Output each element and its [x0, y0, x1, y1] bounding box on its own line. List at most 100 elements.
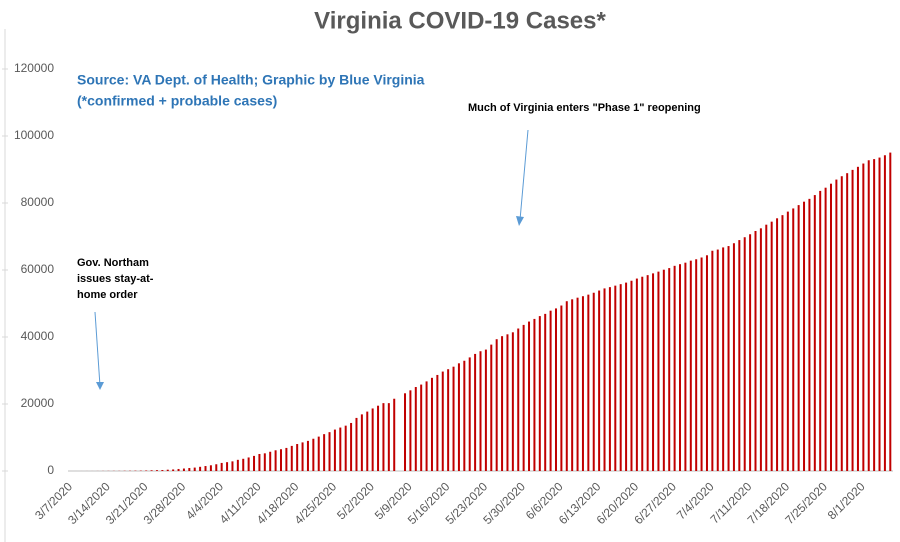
bar	[776, 218, 779, 471]
bar	[738, 240, 741, 471]
arrow	[94, 311, 101, 387]
bar	[533, 318, 536, 471]
bar	[182, 468, 185, 471]
bar	[506, 334, 509, 471]
bar	[571, 299, 574, 471]
bar	[145, 470, 148, 471]
bar	[829, 183, 832, 471]
bar	[371, 408, 374, 471]
bar	[226, 462, 229, 471]
bar	[695, 259, 698, 471]
y-tick-label: 80000	[21, 195, 55, 209]
bar	[360, 414, 363, 471]
bar	[587, 294, 590, 471]
bar	[614, 285, 617, 471]
bar	[382, 403, 385, 471]
bar	[177, 468, 180, 471]
bar	[635, 278, 638, 471]
bar	[306, 440, 309, 471]
bar	[711, 250, 714, 471]
y-tick-label: 100000	[14, 128, 54, 142]
bar	[630, 280, 633, 471]
bar	[878, 157, 881, 471]
bar	[328, 432, 331, 471]
bar	[355, 417, 358, 471]
bar	[263, 453, 266, 471]
y-tick-label: 120000	[14, 61, 54, 75]
bar	[554, 308, 557, 471]
bar	[679, 264, 682, 471]
bar	[673, 265, 676, 471]
bar	[652, 273, 655, 471]
bar	[247, 457, 250, 471]
bar	[242, 458, 245, 471]
bar	[490, 344, 493, 471]
bar	[253, 455, 256, 471]
bar	[803, 201, 806, 471]
bar	[641, 276, 644, 471]
bar	[474, 353, 477, 471]
source-note: (*confirmed + probable cases)	[77, 93, 277, 109]
bar	[598, 290, 601, 471]
bar	[538, 316, 541, 471]
chart-title: Virginia COVID-19 Cases*	[314, 7, 606, 34]
bar	[231, 461, 234, 471]
bar	[517, 328, 520, 471]
y-tick-label: 40000	[21, 329, 55, 343]
bar	[366, 411, 369, 471]
bar	[781, 215, 784, 471]
bar	[684, 262, 687, 471]
bar	[625, 282, 628, 471]
source-note: Source: VA Dept. of Health; Graphic by B…	[77, 72, 425, 88]
bar	[668, 268, 671, 471]
bar	[172, 469, 175, 471]
bar	[689, 260, 692, 471]
bar	[166, 469, 169, 471]
bar	[350, 422, 353, 471]
bar	[269, 451, 272, 471]
bar	[420, 384, 423, 471]
bar	[646, 275, 649, 471]
bar	[765, 224, 768, 471]
bar	[732, 243, 735, 471]
bar	[404, 393, 407, 471]
bar	[754, 230, 757, 471]
annotation: home order	[77, 289, 138, 301]
bar	[544, 313, 547, 471]
bar	[204, 466, 207, 471]
bar	[155, 470, 158, 471]
bar	[549, 310, 552, 471]
bar	[409, 390, 412, 471]
bar	[581, 296, 584, 471]
annotation: issues stay-at-	[77, 273, 154, 285]
bar	[792, 208, 795, 471]
bar	[603, 288, 606, 471]
bar	[452, 366, 455, 471]
bar	[786, 211, 789, 471]
bar	[447, 369, 450, 471]
bar	[608, 287, 611, 471]
bar	[414, 387, 417, 471]
bar	[835, 179, 838, 471]
bar	[290, 445, 293, 471]
bar	[150, 470, 153, 471]
bar	[344, 425, 347, 471]
bar	[867, 160, 870, 471]
bar	[387, 403, 390, 471]
bar	[705, 255, 708, 471]
bar	[565, 301, 568, 471]
y-tick-label: 20000	[21, 396, 55, 410]
bar	[759, 228, 762, 471]
arrow	[519, 129, 529, 221]
bar	[528, 321, 531, 471]
bar	[511, 332, 514, 471]
bar	[743, 237, 746, 471]
bar	[323, 434, 326, 471]
bar	[657, 271, 660, 471]
bar	[560, 305, 563, 471]
y-tick-label: 0	[47, 463, 54, 477]
bar	[840, 176, 843, 471]
bar	[592, 292, 595, 471]
bar	[770, 221, 773, 471]
bar	[301, 442, 304, 471]
